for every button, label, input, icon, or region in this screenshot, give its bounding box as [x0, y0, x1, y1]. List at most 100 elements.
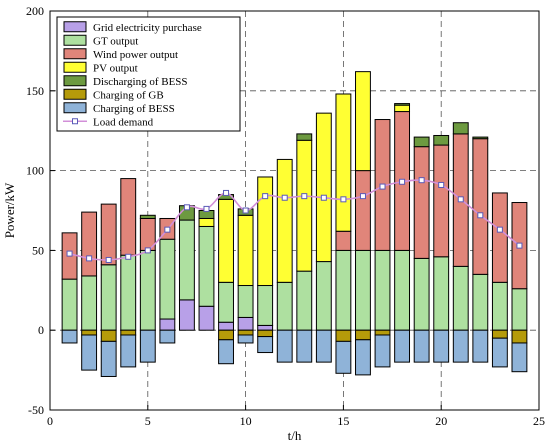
- legend-label-gt-output: GT output: [93, 35, 138, 47]
- bar-charging-of-gb: [237, 329, 254, 336]
- legend-swatch-pv-output: [63, 61, 87, 73]
- y-tick-label: 0: [38, 323, 44, 337]
- bar-gt-output: [276, 281, 293, 331]
- bar-wind-power-output: [472, 138, 489, 275]
- bar-charging-of-bess: [100, 340, 117, 377]
- bar-gt-output: [178, 219, 195, 301]
- load-demand-point: [203, 205, 210, 212]
- load-demand-point: [281, 194, 288, 201]
- bar-charging-of-bess: [394, 329, 411, 363]
- bar-charging-of-gb: [120, 329, 137, 336]
- load-demand-point: [301, 193, 308, 200]
- load-demand-point: [457, 196, 464, 203]
- x-tick-label: 15: [337, 414, 349, 428]
- load-demand-point: [125, 253, 132, 260]
- load-demand-point: [399, 178, 406, 185]
- bar-gt-output: [61, 278, 78, 331]
- bar-charging-of-bess: [472, 329, 489, 363]
- bar-gt-output: [355, 249, 371, 331]
- bar-charging-of-bess: [139, 329, 156, 363]
- bar-charging-of-bess: [237, 334, 254, 344]
- load-demand-line: [66, 177, 523, 263]
- legend-label-wind-power-output: Wind power output: [93, 49, 178, 61]
- bar-discharging-of-bess: [139, 214, 156, 219]
- load-demand-point: [516, 242, 523, 249]
- bar-gt-output: [100, 264, 117, 331]
- bar-charging-of-bess: [81, 334, 98, 371]
- bar-charging-of-bess: [452, 329, 469, 363]
- bar-gt-output: [413, 257, 430, 331]
- bar-charging-of-bess: [61, 329, 78, 344]
- load-demand-point: [144, 247, 151, 254]
- bar-gt-output: [335, 249, 352, 331]
- bar-wind-power-output: [81, 211, 98, 277]
- load-demand-point: [105, 256, 112, 263]
- bar-charging-of-bess: [276, 329, 293, 363]
- y-axis-label: Power/kW: [2, 182, 17, 238]
- load-demand-point: [379, 183, 386, 190]
- legend-label-charging-of-bess: Charging of BESS: [93, 103, 175, 115]
- bar-gt-output: [81, 275, 98, 331]
- y-tick-label: -50: [28, 403, 44, 417]
- legend-label-pv-output: PV output: [93, 62, 138, 74]
- bar-discharging-of-bess: [472, 136, 489, 140]
- bar-gt-output: [315, 261, 332, 331]
- load-demand-point: [496, 226, 503, 233]
- bar-charging-of-bess: [296, 329, 313, 363]
- bar-wind-power-output: [355, 170, 371, 251]
- legend-swatch-gt-output: [63, 34, 87, 46]
- y-tick-label: 50: [32, 243, 44, 257]
- bar-charging-of-bess: [491, 337, 508, 368]
- bar-gt-output: [198, 225, 215, 307]
- bar-gt-output: [296, 270, 313, 331]
- load-demand-point: [320, 194, 327, 201]
- y-tick-label: 200: [26, 4, 44, 18]
- x-tick-label: 10: [240, 414, 252, 428]
- bar-gt-output: [218, 281, 234, 323]
- load-demand-point: [340, 196, 347, 203]
- x-tick-label: 5: [145, 414, 151, 428]
- x-tick-label: 25: [533, 414, 545, 428]
- bar-gt-output: [433, 256, 450, 331]
- y-tick-label: 100: [26, 164, 44, 178]
- bar-charging-of-bess: [218, 339, 234, 365]
- bar-pv-output: [198, 217, 215, 227]
- bar-pv-output: [335, 93, 352, 232]
- load-demand-point: [359, 193, 366, 200]
- bar-gt-output: [120, 254, 137, 331]
- bar-pv-output: [276, 158, 293, 283]
- bar-wind-power-output: [100, 203, 117, 266]
- legend-marker-load-demand: [72, 118, 78, 125]
- bar-charging-of-bess: [374, 334, 391, 368]
- bar-gt-output: [257, 285, 274, 326]
- bar-discharging-of-bess: [433, 134, 450, 146]
- load-demand-point: [164, 226, 171, 233]
- bar-charging-of-gb: [491, 329, 508, 339]
- bar-discharging-of-bess: [452, 122, 469, 135]
- bar-pv-output: [355, 71, 371, 172]
- bar-charging-of-bess: [120, 334, 137, 368]
- bar-pv-output: [315, 112, 332, 263]
- bar-wind-power-output: [335, 230, 352, 251]
- bar-charging-of-gb: [374, 329, 391, 336]
- bar-charging-of-gb: [257, 329, 274, 338]
- bar-grid-electricity-purchase: [218, 321, 234, 331]
- bar-charging-of-bess: [335, 340, 352, 374]
- bar-grid-electricity-purchase: [237, 316, 254, 331]
- bar-pv-output: [257, 176, 274, 287]
- bar-gt-output: [491, 281, 508, 331]
- bar-wind-power-output: [491, 192, 508, 283]
- load-demand-point: [66, 250, 73, 257]
- bar-discharging-of-bess: [394, 103, 411, 106]
- bar-gt-output: [139, 249, 156, 331]
- load-demand-point: [477, 212, 484, 219]
- bar-gt-output: [237, 285, 254, 318]
- x-tick-label: 0: [47, 414, 53, 428]
- y-tick-label: 150: [26, 84, 44, 98]
- x-tick-label: 20: [435, 414, 447, 428]
- bar-wind-power-output: [120, 178, 137, 256]
- bar-charging-of-gb: [335, 329, 352, 342]
- bar-pv-output: [237, 214, 254, 287]
